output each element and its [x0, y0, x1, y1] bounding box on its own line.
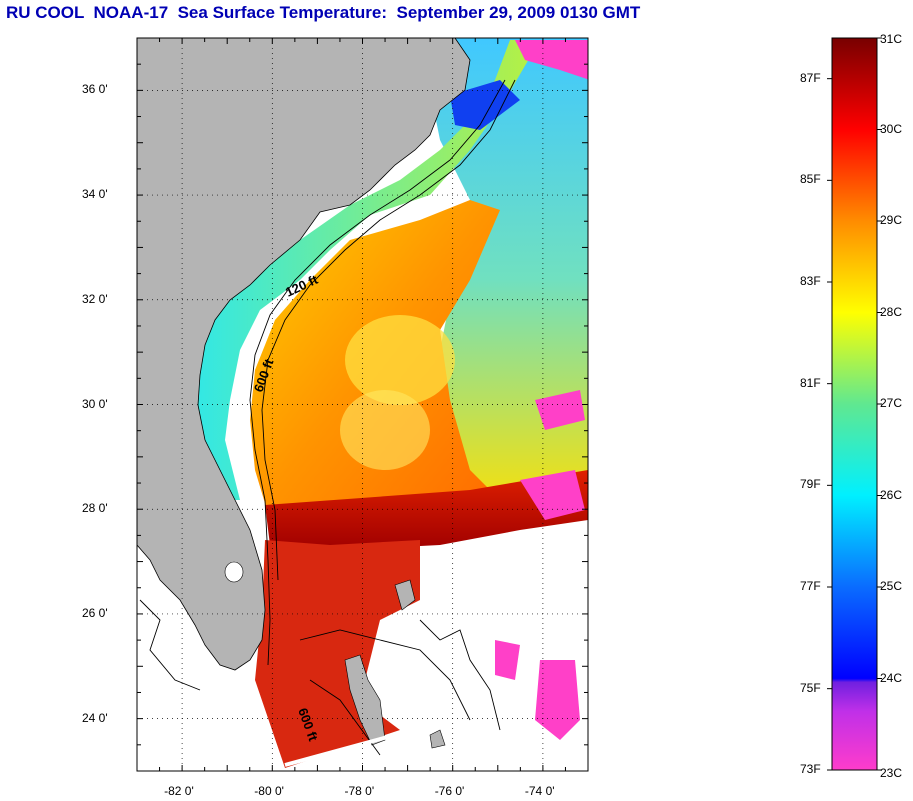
latitude-tick-label: 26 0': [82, 605, 108, 620]
lake-okeechobee: [224, 561, 244, 583]
colorbar-label-fahrenheit: 87F: [800, 70, 821, 85]
sst-straits: [255, 540, 420, 768]
longitude-tick-label: -76 0': [434, 784, 465, 798]
colorbar-label-fahrenheit: 83F: [800, 274, 821, 288]
colorbar-label-celsius: 28C: [880, 304, 903, 319]
sst-cold-patches: [450, 40, 588, 740]
land-southeast-us: [137, 38, 471, 671]
colorbar-label-fahrenheit: 81F: [800, 375, 821, 390]
longitude-tick-label: -80 0': [254, 784, 284, 798]
latitude-tick-label: 34 0': [82, 187, 108, 202]
tick-marks: [136, 37, 588, 772]
sst-south-band: [265, 470, 588, 550]
colorbar-label-celsius: 25C: [880, 579, 903, 593]
colorbar-label-fahrenheit: 85F: [800, 172, 821, 187]
latitude-tick-label: 36 0': [82, 82, 108, 97]
colorbar-label-celsius: 31C: [880, 32, 903, 46]
colorbar-ramp: [831, 37, 878, 771]
latitude-tick-label: 30 0': [82, 396, 108, 411]
colorbar-label-fahrenheit: 79F: [800, 477, 821, 492]
latitude-tick-label: 28 0': [82, 501, 108, 516]
land-bahamas: [344, 579, 446, 749]
longitude-tick-label: -78 0': [344, 784, 375, 798]
graticule: [137, 38, 588, 771]
colorbar-label-celsius: 23C: [880, 766, 903, 780]
colorbar-label-fahrenheit: 75F: [800, 680, 821, 695]
colorbar-label-fahrenheit: 77F: [800, 579, 821, 593]
colorbar-label-celsius: 29C: [880, 213, 903, 227]
isobath-contours: [139, 79, 516, 756]
latitude-tick-label: 32 0': [82, 291, 108, 306]
colorbar-label-celsius: 26C: [880, 487, 903, 502]
latitude-tick-label: 24 0': [82, 710, 108, 725]
longitude-tick-label: -82 0': [164, 784, 194, 798]
colorbar-label-celsius: 30C: [880, 121, 903, 136]
colorbar-label-celsius: 24C: [880, 670, 903, 685]
colorbar-label-fahrenheit: 73F: [800, 762, 821, 776]
sst-shelf: [190, 40, 540, 500]
sst-eddy: [345, 315, 455, 405]
chart-title: RU COOL NOAA-17 Sea Surface Temperature:…: [6, 3, 641, 22]
longitude-tick-label: -74 0': [524, 784, 555, 798]
colorbar-label-celsius: 27C: [880, 396, 903, 410]
